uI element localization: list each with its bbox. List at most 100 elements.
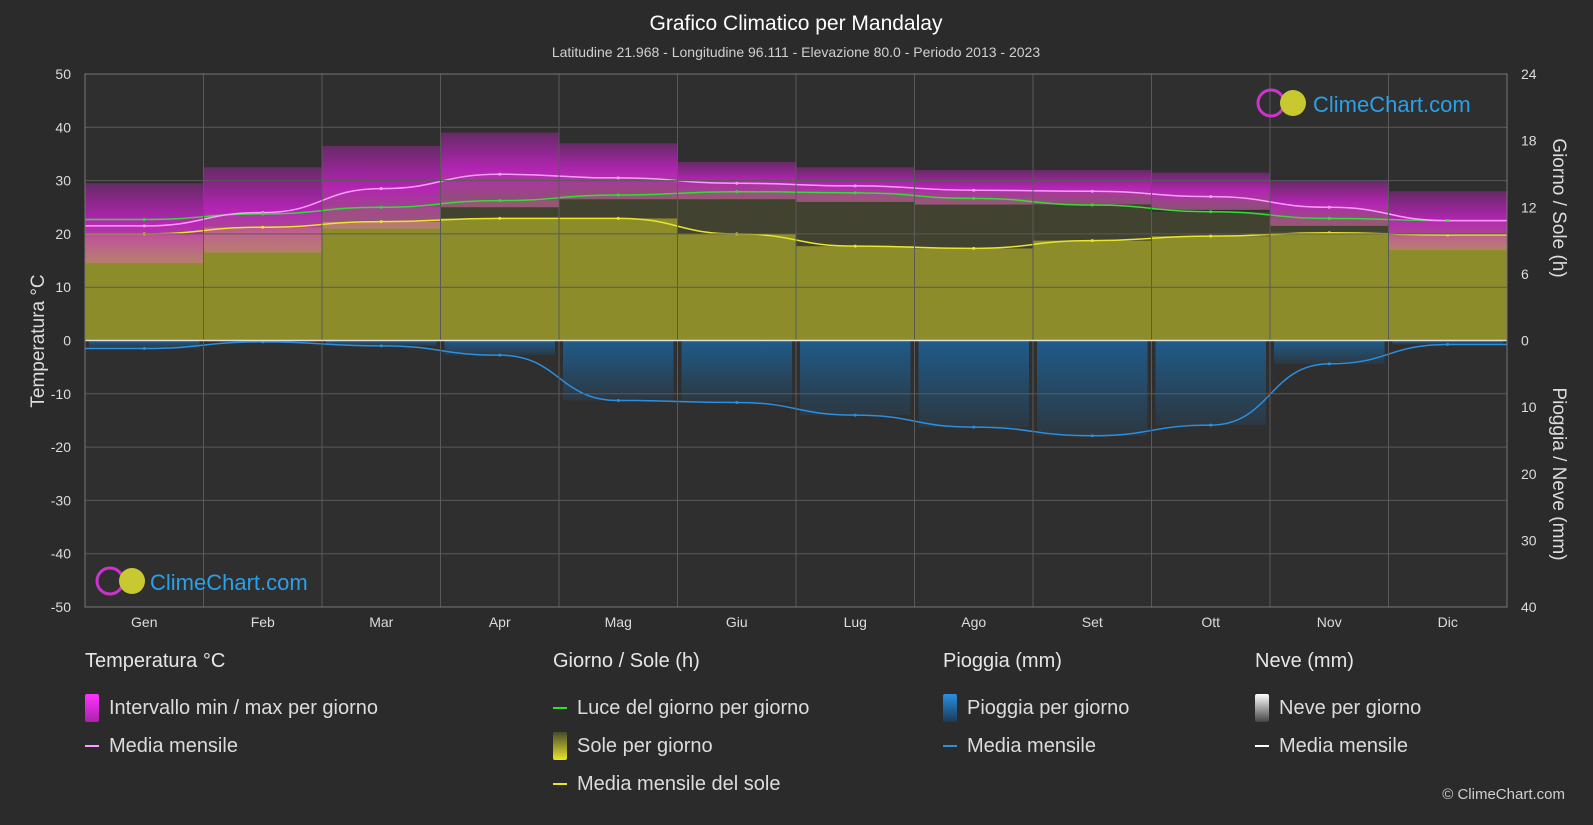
rain-bar xyxy=(563,340,674,401)
y-left-tick-label: -40 xyxy=(51,546,71,562)
y-left-tick-label: -50 xyxy=(51,599,71,615)
y-left-tick-label: -20 xyxy=(51,439,71,455)
watermark-text-bottom: ClimeChart.com xyxy=(150,570,308,595)
legend-sun-title: Giorno / Sole (h) xyxy=(553,650,700,672)
x-tick-label: Nov xyxy=(1317,614,1342,630)
rain-bar xyxy=(1037,340,1148,436)
daylight-point xyxy=(853,191,857,195)
temp-mean-point xyxy=(853,184,857,188)
y-right-top-tick-label: 18 xyxy=(1521,133,1537,149)
rain-mean-point xyxy=(853,413,857,417)
temp-mean-line xyxy=(85,173,1507,227)
daylight-point xyxy=(1090,203,1094,207)
rain-mean-point xyxy=(498,353,502,357)
x-tick-label: Ago xyxy=(961,614,986,630)
rain-mean-point xyxy=(972,425,976,429)
climate-chart: Grafico Climatico per Mandalay Latitudin… xyxy=(28,12,1569,630)
temp-range-swatch xyxy=(85,694,99,722)
temp-mean-point xyxy=(379,187,383,191)
legend-temp-mean-label: Media mensile xyxy=(109,734,238,757)
temp-mean-point xyxy=(142,224,146,228)
legend-sun-label: Sole per giorno xyxy=(577,734,713,757)
snow-mean-swatch xyxy=(1255,745,1269,747)
sun-mean-point xyxy=(972,246,976,250)
rain-mean-point xyxy=(1327,362,1331,366)
y-right-bottom-tick-label: 20 xyxy=(1521,466,1537,482)
legend-item: Media mensile xyxy=(85,727,378,765)
rain-bar xyxy=(1274,340,1385,364)
rain-mean-point xyxy=(379,344,383,348)
y-right-bottom-label: Pioggia / Neve (mm) xyxy=(1548,387,1569,560)
rain-mean-point xyxy=(142,346,146,350)
sun-bar xyxy=(440,218,559,341)
chart-title: Grafico Climatico per Mandalay xyxy=(650,12,943,35)
legend-item: Luce del giorno per giorno xyxy=(553,689,809,727)
watermark-bottom: ClimeChart.com xyxy=(95,566,308,596)
daylight-point xyxy=(1446,219,1450,223)
rain-bar xyxy=(1155,340,1266,426)
legend-rain-mean-label: Media mensile xyxy=(967,734,1096,757)
snow-swatch xyxy=(1255,694,1269,722)
sun-bar xyxy=(1033,240,1152,341)
legend-temperature-title: Temperatura °C xyxy=(85,650,226,672)
legend-sun: Giorno / Sole (h) Luce del giorno per gi… xyxy=(553,650,809,803)
x-tick-label: Giu xyxy=(726,614,748,630)
x-tick-label: Apr xyxy=(489,614,511,630)
y-right-bottom-tick-label: 10 xyxy=(1521,399,1537,415)
watermark-text-top: ClimeChart.com xyxy=(1313,92,1471,117)
temp-mean-point xyxy=(616,176,620,180)
daylight-swatch xyxy=(553,707,567,709)
x-tick-label: Set xyxy=(1082,614,1103,630)
sun-mean-point xyxy=(853,244,857,248)
sun-mean-point xyxy=(498,216,502,220)
legend-item: Intervallo min / max per giorno xyxy=(85,689,378,727)
sun-mean-swatch xyxy=(553,783,567,785)
sun-bar xyxy=(1270,232,1389,341)
rain-mean-line xyxy=(84,341,1507,437)
legend-item: Sole per giorno xyxy=(553,727,809,765)
daylight-point xyxy=(616,193,620,197)
sun-bar xyxy=(322,221,441,341)
y-right-bottom-tick-label: 30 xyxy=(1521,532,1537,548)
daylight-band xyxy=(914,198,1033,249)
rain-bar xyxy=(444,340,555,356)
temp-mean-point xyxy=(498,172,502,176)
temp-range-band xyxy=(440,132,559,208)
x-tick-label: Gen xyxy=(131,614,157,630)
daylight-point xyxy=(379,205,383,209)
rain-bar xyxy=(800,340,911,416)
daylight-point xyxy=(1209,210,1213,214)
sun-mean-point xyxy=(1090,239,1094,243)
legend-item: Pioggia per giorno xyxy=(943,689,1129,727)
rain-mean-point xyxy=(1209,423,1213,427)
daylight-point xyxy=(1327,216,1331,220)
x-tick-label: Dic xyxy=(1438,614,1458,630)
rain-bar xyxy=(89,340,200,349)
rain-swatch xyxy=(943,694,957,722)
temp-mean-swatch xyxy=(85,745,99,747)
temp-mean-point xyxy=(1209,195,1213,199)
legend-snow-label: Neve per giorno xyxy=(1279,696,1422,719)
y-left-tick-label: 40 xyxy=(55,119,71,135)
climechart-logo-sun-icon xyxy=(119,568,145,594)
watermark-top: ClimeChart.com xyxy=(1256,88,1471,118)
daylight-band xyxy=(1033,205,1152,241)
legend-snow-title: Neve (mm) xyxy=(1255,650,1354,672)
plot-frame xyxy=(84,73,1508,608)
daylight-line xyxy=(85,190,1507,222)
chart-subtitle: Latitudine 21.968 - Longitudine 96.111 -… xyxy=(552,44,1040,60)
y-left-tick-label: -10 xyxy=(51,386,71,402)
y-right-top-label: Giorno / Sole (h) xyxy=(1548,138,1569,277)
y-left-tick-label: 50 xyxy=(55,66,71,82)
daylight-band xyxy=(1151,211,1270,237)
legend-item: Neve per giorno xyxy=(1255,689,1421,727)
temp-mean-point xyxy=(1327,205,1331,209)
daylight-point xyxy=(972,196,976,200)
daylight-point xyxy=(498,199,502,203)
rain-bar xyxy=(326,340,437,346)
temp-range-band xyxy=(559,143,678,200)
y-right-top-tick-label: 6 xyxy=(1521,266,1529,282)
rain-mean-point xyxy=(1090,434,1094,438)
legend-item: Media mensile xyxy=(1255,727,1421,765)
y-right-top-tick-label: 12 xyxy=(1521,199,1537,215)
